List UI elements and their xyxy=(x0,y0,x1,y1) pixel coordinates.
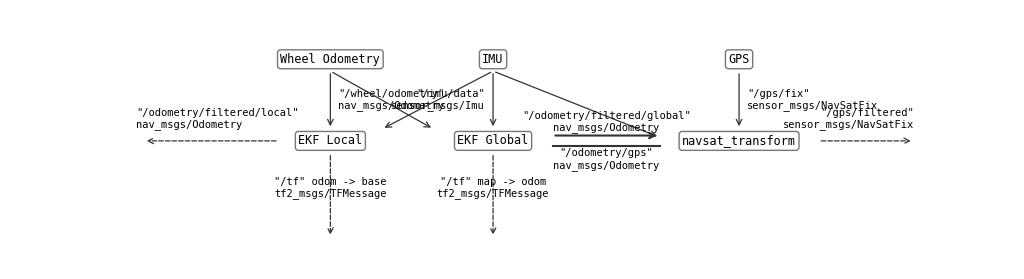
Text: Wheel Odometry: Wheel Odometry xyxy=(281,53,380,66)
Text: "/odometry/filtered/local"
nav_msgs/Odometry: "/odometry/filtered/local" nav_msgs/Odom… xyxy=(136,108,298,130)
Text: navsat_transform: navsat_transform xyxy=(682,134,796,147)
Text: "/gps/filtered"
sensor_msgs/NavSatFix: "/gps/filtered" sensor_msgs/NavSatFix xyxy=(782,108,913,130)
Text: "/gps/fix"
sensor_msgs/NavSatFix: "/gps/fix" sensor_msgs/NavSatFix xyxy=(748,89,879,111)
Text: "/tf" odom -> base
tf2_msgs/TFMessage: "/tf" odom -> base tf2_msgs/TFMessage xyxy=(274,177,387,199)
Text: EKF Local: EKF Local xyxy=(298,134,362,147)
Text: EKF Global: EKF Global xyxy=(458,134,528,147)
Text: "/tf" map -> odom
tf2_msgs/TFMessage: "/tf" map -> odom tf2_msgs/TFMessage xyxy=(437,177,549,199)
Text: "/odometry/filtered/global"
nav_msgs/Odometry: "/odometry/filtered/global" nav_msgs/Odo… xyxy=(522,111,690,133)
Text: "/wheel/odometry"
nav_msgs/Odometry: "/wheel/odometry" nav_msgs/Odometry xyxy=(338,89,444,111)
Text: IMU: IMU xyxy=(482,53,504,66)
Text: "/imu/data"
sensor_msgs/Imu: "/imu/data" sensor_msgs/Imu xyxy=(391,89,485,111)
Text: "/odometry/gps"
nav_msgs/Odometry: "/odometry/gps" nav_msgs/Odometry xyxy=(553,148,659,171)
Text: GPS: GPS xyxy=(728,53,750,66)
